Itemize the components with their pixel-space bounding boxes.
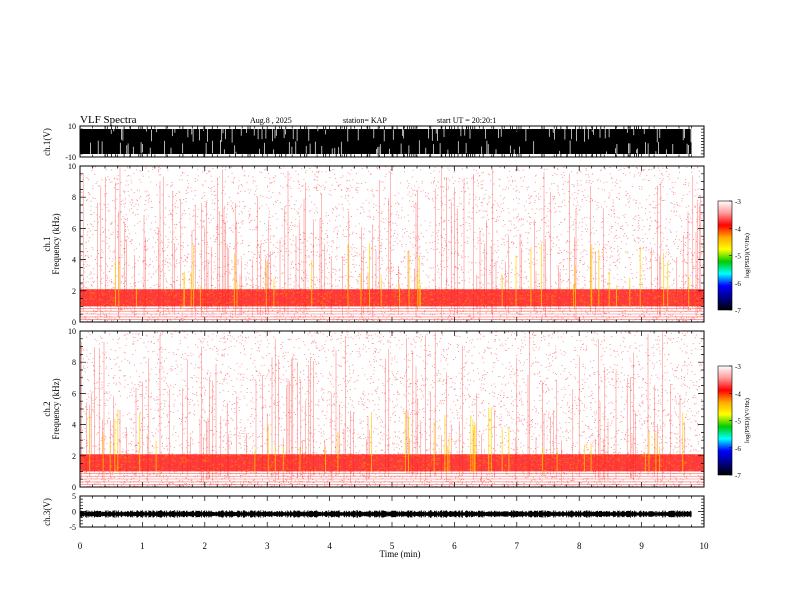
panel-ticks <box>79 330 705 488</box>
x-tick-label: 7 <box>515 541 520 551</box>
y-tick-label: 0 <box>72 483 76 492</box>
x-tick-label: 1 <box>140 541 145 551</box>
colorbar-tick-label: -3 <box>735 198 741 206</box>
station-label: station= KAP <box>343 116 387 125</box>
x-tick-label: 2 <box>203 541 208 551</box>
x-tick-label: 10 <box>700 541 710 551</box>
ch2-spectrogram-ylabel-ch: ch.2 <box>42 401 52 416</box>
ch1-spectrogram-image <box>80 166 704 322</box>
ch1-waveform-trace <box>80 126 692 157</box>
ch2-spectrogram-ylabel-freq: Frequency (kHz) <box>51 378 61 439</box>
figure-title: VLF Spectra <box>80 114 137 126</box>
ch1-spectrogram-ylabel-freq: Frequency (kHz) <box>51 213 61 274</box>
x-tick-label: 9 <box>639 541 644 551</box>
spectrogram-band-texture <box>80 288 704 307</box>
ch1-waveform-envelope <box>80 129 692 154</box>
y-tick-label: 4 <box>72 421 76 430</box>
colorbar-tick-label: -6 <box>735 445 741 453</box>
spectrogram-hot-streaks <box>89 407 684 472</box>
x-axis-label: Time (min) <box>380 549 421 559</box>
colorbar-tick-label: -6 <box>735 280 741 288</box>
y-tick-label: 4 <box>72 256 76 265</box>
y-tick-label: -10 <box>65 153 76 162</box>
x-tick-label: 3 <box>265 541 270 551</box>
ch1-waveform-ylabel: ch.1(V) <box>42 128 52 156</box>
panel-ticks <box>79 125 705 158</box>
panel-ticks <box>79 495 705 528</box>
colorbar-label: log(PSD)(V²/Hz) <box>744 233 751 278</box>
spectrogram-sferics <box>80 331 686 483</box>
spectrogram-hot-streaks <box>115 243 690 307</box>
ch3-waveform-ylabel: ch.3(V) <box>42 498 52 526</box>
colorbar-tick-label: -7 <box>735 307 741 315</box>
y-tick-label: 10 <box>68 122 76 131</box>
ch1-waveform-gaps <box>90 129 692 154</box>
colorbar-tick-label: -5 <box>735 253 741 261</box>
x-tick-label: 0 <box>78 541 83 551</box>
colorbar-label: log(PSD)(V²/Hz) <box>744 398 751 443</box>
y-tick-label: 2 <box>72 287 76 296</box>
y-tick-label: 6 <box>72 389 76 398</box>
spectrogram-band-texture <box>80 453 704 472</box>
colorbar-ch2: -3 -4 -5 -6 -7 log(PSD)(V²/Hz) <box>717 363 751 480</box>
colorbar-tick-label: -3 <box>735 363 741 371</box>
y-tick-label: 8 <box>72 193 76 202</box>
y-tick-label: 5 <box>72 492 76 501</box>
date-label: Aug.8 , 2025 <box>250 116 292 125</box>
colorbar-tick-label: -7 <box>735 472 741 480</box>
x-tick-label: 6 <box>452 541 457 551</box>
ch3-waveform-line <box>80 510 692 518</box>
colorbar-ch1: -3 -4 -5 -6 -7 log(PSD)(V²/Hz) <box>717 198 751 315</box>
panel-ticks <box>79 165 705 323</box>
y-tick-label: 10 <box>68 327 76 336</box>
colorbar-tick-label: -5 <box>735 418 741 426</box>
start-time-label: start UT = 20:20:1 <box>437 116 496 125</box>
y-tick-label: 0 <box>72 318 76 327</box>
ch2-spectrogram-image <box>80 331 704 487</box>
y-tick-label: -5 <box>69 523 76 532</box>
ch1-spectrogram-ylabel-ch: ch.1 <box>42 236 52 251</box>
y-tick-label: 8 <box>72 358 76 367</box>
colorbar-tick-label: -4 <box>735 390 741 398</box>
x-tick-label: 4 <box>327 541 332 551</box>
x-tick-label: 5 <box>390 541 395 551</box>
y-tick-label: 10 <box>68 162 76 171</box>
ch3-waveform-trace <box>80 510 692 518</box>
spectrogram-dense-band <box>80 454 704 472</box>
y-tick-label: 0 <box>72 508 76 517</box>
spectrogram-sferics <box>82 167 702 318</box>
colorbar-tick-label: -4 <box>735 225 741 233</box>
y-tick-label: 6 <box>72 224 76 233</box>
x-tick-label: 8 <box>577 541 582 551</box>
y-tick-label: 2 <box>72 452 76 461</box>
